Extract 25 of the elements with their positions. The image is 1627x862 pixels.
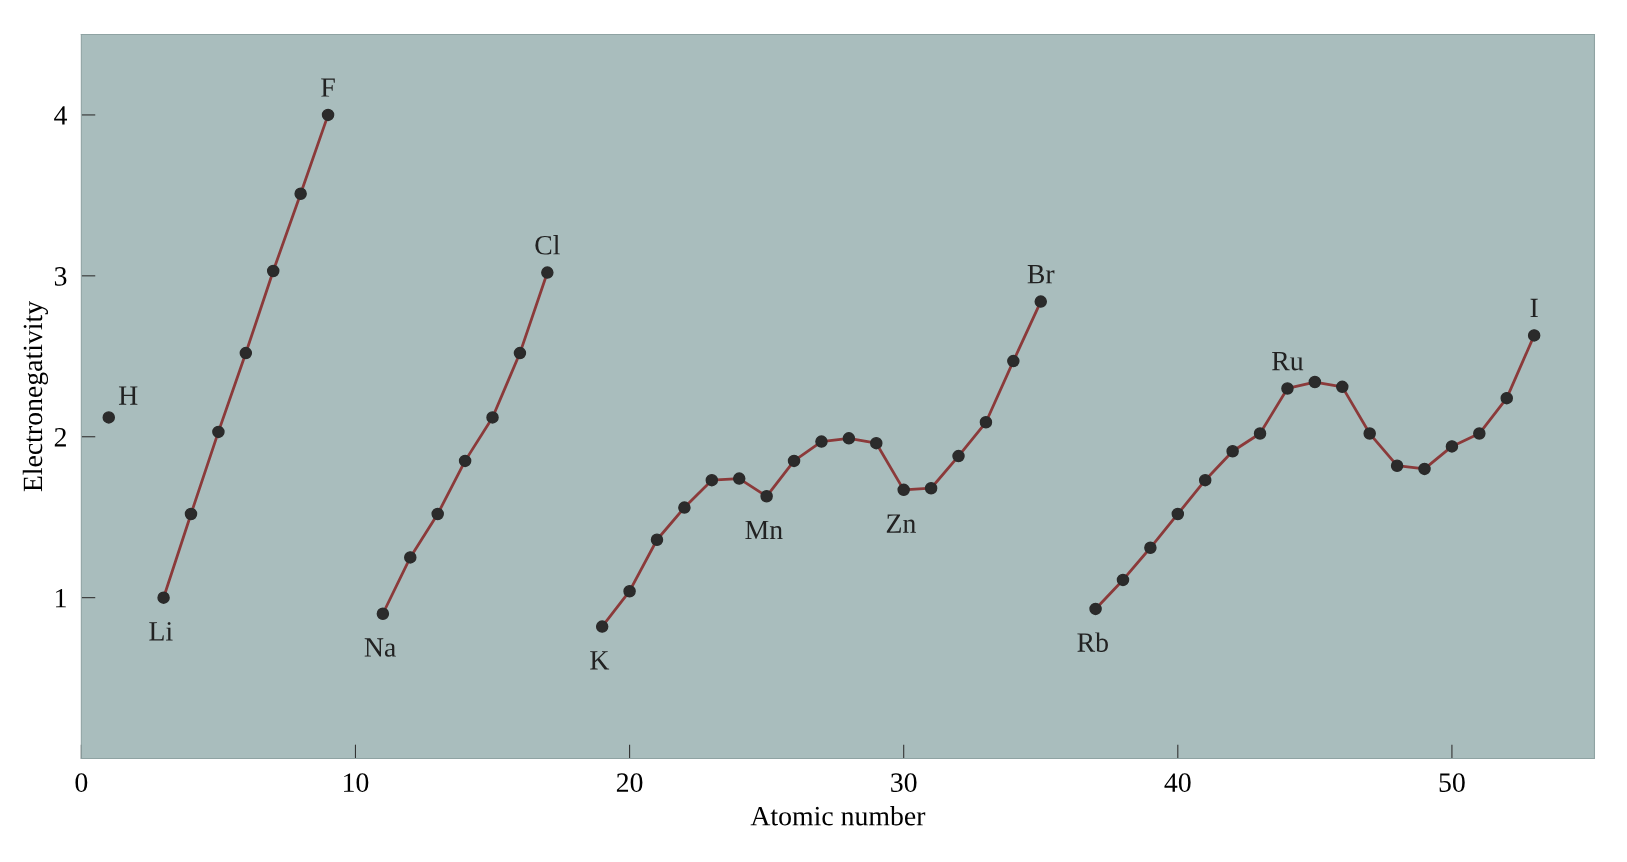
annotation: Zn	[886, 514, 916, 533]
annotation: Li	[149, 622, 173, 641]
point	[102, 411, 116, 424]
x-tick-label: 10	[344, 773, 369, 792]
annotation: Mn	[745, 520, 783, 540]
annotation: Br	[1027, 265, 1055, 284]
annotation: Na	[364, 638, 396, 657]
x-tick-label: 40	[1164, 773, 1191, 792]
annotation: K	[590, 651, 610, 670]
annotation: F	[321, 78, 335, 97]
y-tick-label: 1	[56, 588, 66, 608]
y-tick-label: 3	[54, 267, 67, 286]
x-axis-title: Atomic number	[750, 805, 926, 826]
x-tick-label: 30	[891, 773, 917, 792]
annotation: Cl	[535, 235, 560, 255]
annotation: Ru	[1272, 351, 1304, 371]
x-tick-label: 0	[75, 773, 88, 792]
annotation: H	[118, 386, 138, 405]
y-tick-label: 4	[54, 106, 68, 125]
x-tick-label: 50	[1439, 773, 1465, 792]
y-axis-title: Electronegativity	[22, 300, 49, 492]
y-tick-label: 2	[54, 427, 66, 447]
annotation: Rb	[1077, 632, 1108, 652]
x-tick-label: 20	[616, 773, 643, 792]
annotation: I	[1530, 298, 1538, 318]
